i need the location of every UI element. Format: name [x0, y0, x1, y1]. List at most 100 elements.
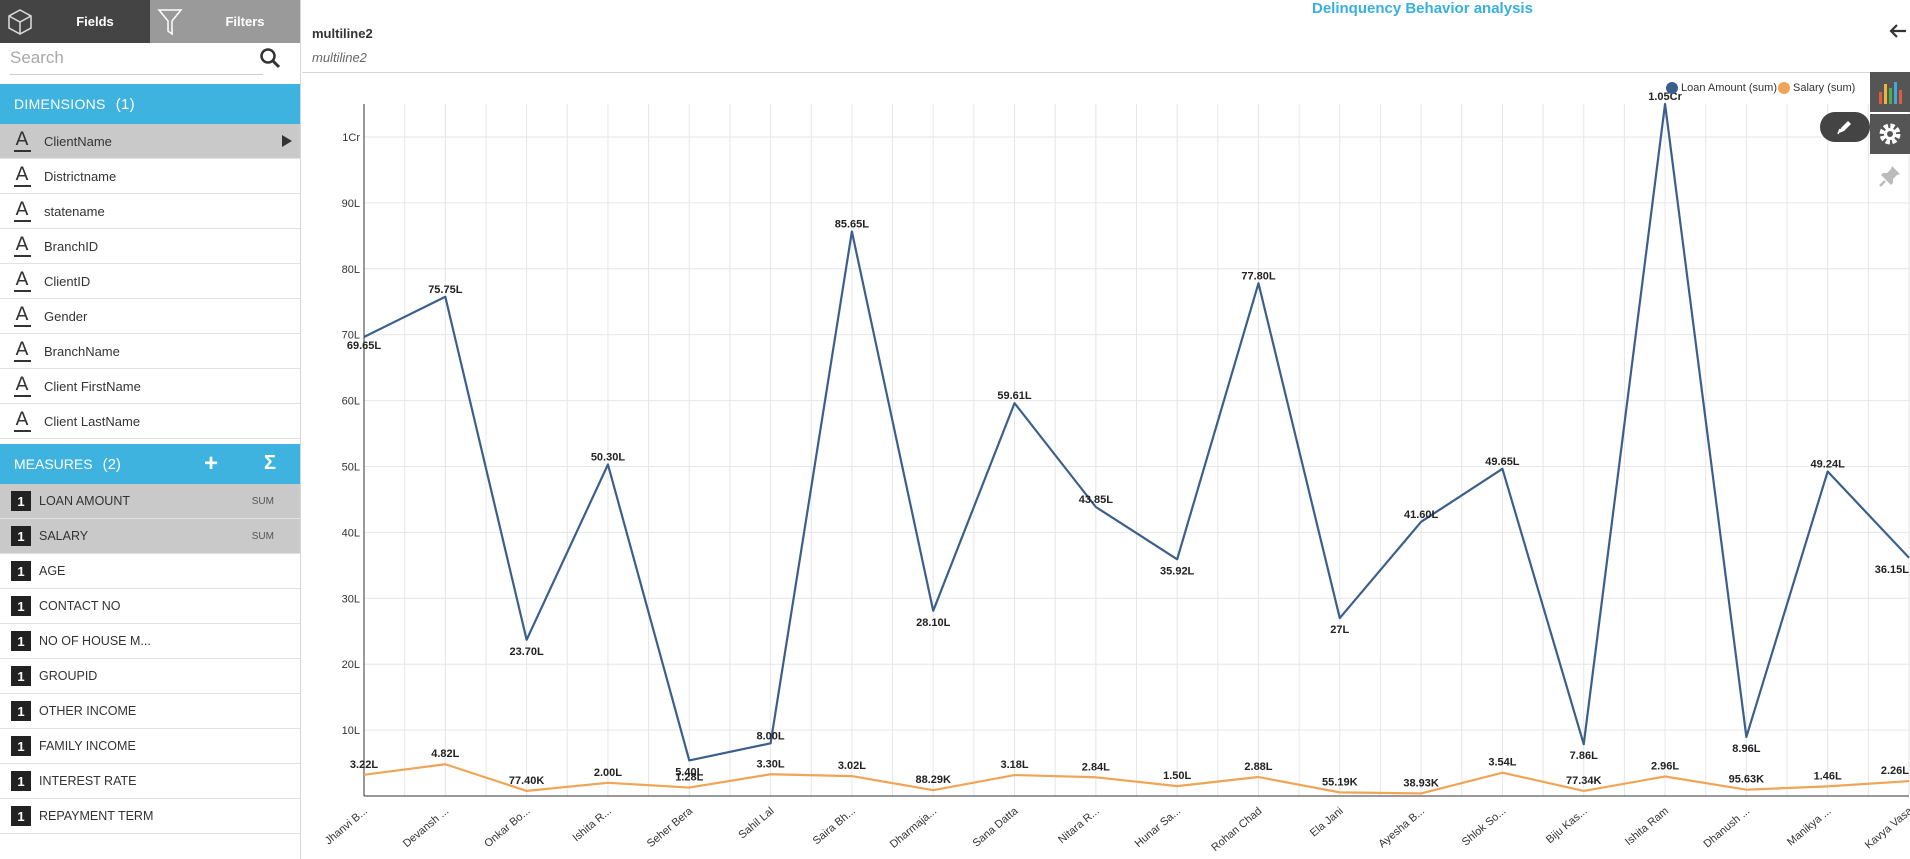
measure-item[interactable]: 1 LOAN AMOUNT SUM [0, 484, 300, 519]
measure-label: FAMILY INCOME [39, 739, 136, 753]
y-tick-label: 60L [342, 396, 360, 408]
legend-salary[interactable]: Salary (sum) [1778, 82, 1855, 94]
x-tick-label: Hunar Sa... [1133, 805, 1183, 850]
measures-list: 1 LOAN AMOUNT SUM 1 SALARY SUM 1 AGE 1 CONTACT NO… [0, 484, 300, 834]
data-label: 49.65L [1485, 456, 1520, 468]
dimension-label: BranchID [44, 238, 99, 254]
data-label: 3.30L [757, 758, 785, 770]
numeric-type-icon: 1 [11, 771, 31, 791]
dimension-item[interactable]: A Client LastName [0, 404, 300, 439]
tab-fields[interactable]: Fields [40, 0, 150, 43]
data-label: 7.86L [1570, 750, 1598, 762]
x-tick-label: Devansh ... [401, 805, 451, 850]
data-label: 49.24L [1811, 458, 1846, 470]
measure-item[interactable]: 1 SALARY SUM [0, 519, 300, 554]
cube-logo-icon[interactable] [0, 0, 40, 43]
measure-item[interactable]: 1 GROUPID [0, 659, 300, 694]
x-tick-label: Ela Jani [1308, 805, 1346, 839]
y-tick-label: 70L [342, 330, 360, 342]
measure-item[interactable]: 1 CONTACT NO [0, 589, 300, 624]
sigma-icon[interactable]: Σ [264, 452, 277, 474]
measures-header[interactable]: MEASURES (2) + Σ [0, 444, 300, 484]
dimension-item[interactable]: A Districtname [0, 159, 300, 194]
dimension-item[interactable]: A Client FirstName [0, 369, 300, 404]
y-tick-label: 80L [342, 264, 360, 276]
y-tick-label: 90L [342, 198, 360, 210]
header-divider [302, 72, 1910, 73]
expand-arrow-icon[interactable] [282, 135, 292, 147]
dimension-item[interactable]: A BranchID [0, 229, 300, 264]
measure-item[interactable]: 1 REPAYMENT TERM [0, 799, 300, 834]
dimensions-count: (1) [115, 95, 135, 113]
data-label: 27L [1330, 624, 1349, 636]
measure-label: CONTACT NO [39, 599, 121, 613]
add-measure-plus-icon[interactable]: + [204, 450, 219, 477]
settings-button[interactable] [1870, 114, 1910, 154]
search-icon[interactable] [259, 47, 281, 74]
data-label: 1.46L [1814, 770, 1842, 782]
line-chart: 10L 20L 30L 40L 50L 60L 70L 80L 90L 1Cr Jhanvi B..… [323, 91, 1910, 854]
data-label: 3.54L [1488, 757, 1516, 769]
sidebar-topbar: Fields Filters [0, 0, 300, 43]
data-label: 77.80L [1241, 270, 1276, 282]
dimension-item[interactable]: A BranchName [0, 334, 300, 369]
measure-item[interactable]: 1 INTEREST RATE [0, 764, 300, 799]
chart-type-button[interactable] [1870, 72, 1910, 112]
x-tick-label: Jhanvi B... [323, 805, 370, 847]
measure-item[interactable]: 1 OTHER INCOME [0, 694, 300, 729]
measure-label: SALARY [39, 529, 89, 543]
data-label: 1.50L [1163, 770, 1191, 782]
dimension-item[interactable]: A ClientName [0, 124, 300, 159]
measure-item[interactable]: 1 NO OF HOUSE M... [0, 624, 300, 659]
data-label: 8.00L [757, 730, 785, 742]
pin-button[interactable] [1870, 156, 1910, 196]
data-label: 43.85L [1079, 494, 1114, 506]
measure-item[interactable]: 1 FAMILY INCOME [0, 729, 300, 764]
data-label: 41.60L [1404, 509, 1439, 521]
data-label: 3.22L [350, 759, 378, 771]
sheet-name: multiline2 [312, 26, 373, 41]
dimension-item[interactable]: A ClientID [0, 264, 300, 299]
aggregation-label[interactable]: SUM [251, 531, 274, 542]
numeric-type-icon: 1 [11, 806, 31, 826]
search-input[interactable] [10, 43, 230, 73]
loan-amount-line[interactable] [363, 102, 1910, 762]
data-label: 2.88L [1244, 761, 1272, 773]
search-box [10, 43, 281, 75]
legend-loan-amount[interactable]: Loan Amount (sum) [1666, 82, 1777, 94]
data-label: 59.61L [997, 390, 1032, 402]
data-label: 2.96L [1651, 760, 1679, 772]
data-label: 1.05Cr [1648, 91, 1682, 103]
dimension-label: Client FirstName [44, 378, 141, 394]
y-tick-label: 40L [342, 527, 360, 539]
y-tick-label: 1Cr [342, 132, 360, 144]
back-arrow-icon[interactable] [1888, 22, 1908, 45]
salary-line[interactable] [363, 763, 1910, 795]
data-label: 55.19K [1322, 776, 1358, 788]
numeric-type-icon: 1 [11, 491, 31, 511]
text-type-icon: A [13, 268, 31, 292]
dimension-label: Client LastName [44, 413, 141, 429]
dimension-label: ClientName [44, 133, 112, 149]
measure-label: OTHER INCOME [39, 704, 137, 718]
data-label: 28.10L [916, 617, 951, 629]
edit-chart-button[interactable] [1820, 112, 1870, 142]
tab-filters[interactable]: Filters [190, 0, 300, 43]
numeric-type-icon: 1 [11, 666, 31, 686]
numeric-type-icon: 1 [11, 631, 31, 651]
measure-item[interactable]: 1 AGE [0, 554, 300, 589]
data-label: 75.75L [428, 284, 463, 296]
aggregation-label[interactable]: SUM [251, 496, 274, 507]
dimensions-header[interactable]: DIMENSIONS (1) [0, 84, 300, 124]
bar-chart-icon [1879, 82, 1902, 104]
chart-workspace: Delinquency Behavior analysis multiline2… [302, 0, 1910, 859]
measure-label: INTEREST RATE [39, 774, 137, 788]
funnel-icon[interactable] [150, 0, 190, 43]
data-label: 69.65L [347, 340, 382, 352]
x-tick-label: Onkar Bo... [482, 805, 532, 850]
measures-title: MEASURES [14, 456, 93, 472]
x-tick-label: Ayesha B... [1376, 805, 1427, 850]
dimension-item[interactable]: A Gender [0, 299, 300, 334]
